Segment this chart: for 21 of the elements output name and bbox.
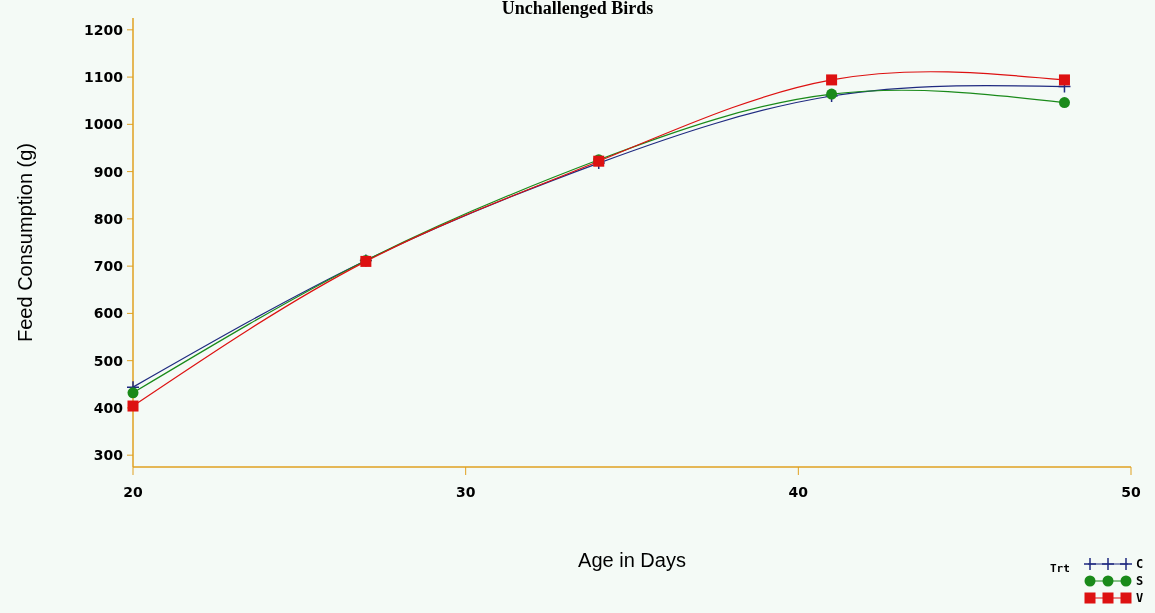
y-tick-label: 500 — [93, 352, 124, 369]
legend-label: S — [1136, 574, 1144, 589]
y-axis-title: Feed Consumption (g) — [14, 143, 36, 342]
x-tick-label: 30 — [455, 484, 476, 500]
y-tick-label: 300 — [93, 447, 124, 464]
y-tick-label: 1200 — [84, 21, 124, 38]
x-tick-label: 20 — [123, 484, 143, 500]
y-tick-label: 1100 — [84, 68, 124, 85]
y-tick-label: 900 — [93, 163, 124, 180]
y-tick-label: 800 — [93, 210, 124, 227]
x-tick-label: 50 — [1121, 484, 1141, 500]
y-tick-label: 400 — [93, 399, 124, 416]
legend-label: V — [1136, 591, 1144, 606]
legend-label: C — [1136, 557, 1144, 572]
y-tick-label: 1000 — [84, 116, 124, 133]
chart-title: Unchallenged Birds — [501, 0, 654, 18]
y-tick-label: 700 — [93, 258, 124, 275]
legend-title: Trt — [1050, 562, 1070, 575]
y-tick-label: 600 — [93, 305, 124, 322]
x-axis-title: Age in Days — [578, 549, 686, 571]
x-tick-label: 40 — [788, 484, 809, 500]
